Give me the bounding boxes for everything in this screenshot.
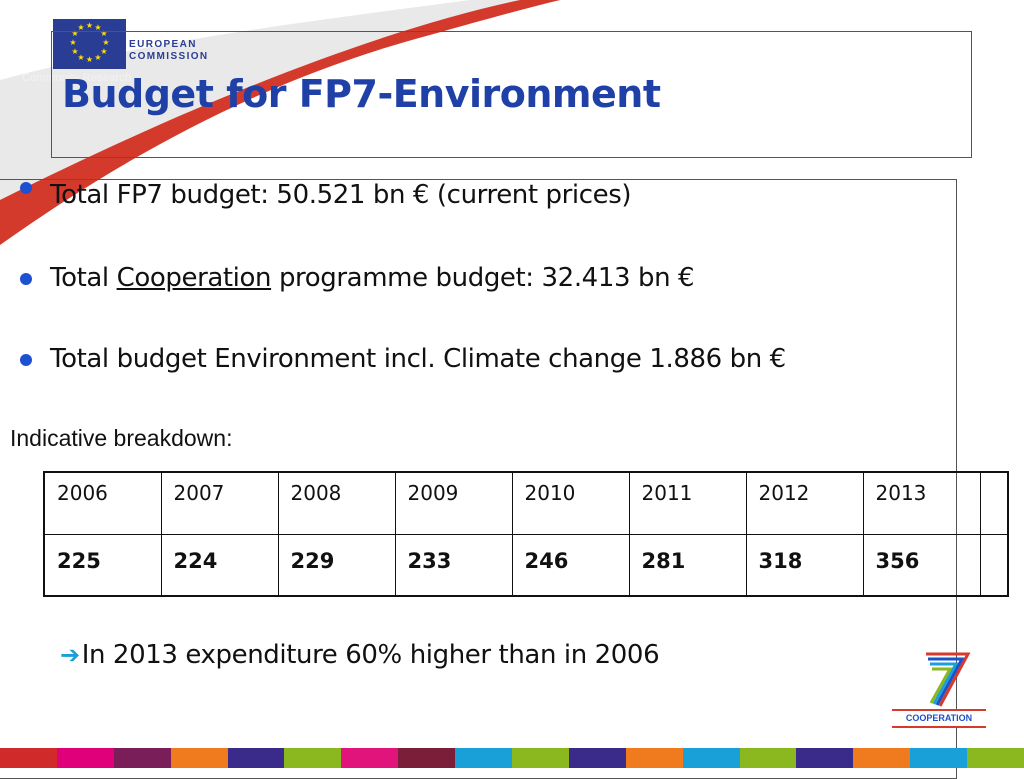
table-cell-year: 2008 (277, 471, 396, 535)
color-strip-segment (739, 748, 797, 768)
color-strip-segment (625, 748, 683, 768)
color-strip-segment (796, 748, 854, 768)
header-swoosh (0, 0, 560, 245)
community-research-label: Community Research (22, 72, 132, 84)
table-row-values: 225 224 229 233 246 281 318 356 (43, 533, 1009, 597)
table-cell-empty (979, 533, 1009, 597)
table-cell-year: 2012 (745, 471, 864, 535)
svg-text:★: ★ (71, 29, 78, 38)
bullet-text: Total budget Environment incl. Climate c… (50, 344, 786, 374)
color-strip-segment (512, 748, 569, 768)
right-arrow-icon: ➔ (60, 641, 80, 669)
color-strip-segment (910, 748, 968, 768)
ec-logo-line1: EUROPEAN (129, 39, 197, 50)
bullet-text: Total FP7 budget: 50.521 bn € (current p… (50, 180, 632, 210)
bullet-text-suffix: programme budget: 32.413 bn € (271, 263, 695, 293)
fp7-cooperation-label: COOPERATION (892, 709, 986, 728)
eu-flag-icon: ★ ★ ★ ★ ★ ★ ★ ★ ★ ★ ★ ★ (53, 19, 126, 69)
fp7-cooperation-logo: COOPERATION (890, 648, 988, 728)
svg-text:★: ★ (100, 29, 107, 38)
color-strip-segment (341, 748, 399, 768)
color-strip-segment (853, 748, 911, 768)
table-row-years: 2006 2007 2008 2009 2010 2011 2012 2013 (43, 471, 1009, 535)
color-strip-segment (56, 748, 114, 768)
conclusion-line: ➔In 2013 expenditure 60% higher than in … (60, 640, 660, 670)
bullet-text-prefix: Total (50, 263, 117, 293)
table-cell-value: 229 (277, 533, 396, 597)
table-cell-value: 356 (862, 533, 981, 597)
ec-logo-line2: COMMISSION (129, 51, 209, 62)
svg-text:★: ★ (77, 23, 84, 32)
european-commission-logo: ★ ★ ★ ★ ★ ★ ★ ★ ★ ★ ★ ★ EUROPEAN COMMISSION (53, 19, 208, 73)
table-cell-value: 246 (511, 533, 630, 597)
table-cell-year: 2009 (394, 471, 513, 535)
bullet-icon (20, 182, 32, 194)
table-cell-year: 2011 (628, 471, 747, 535)
table-cell-value: 281 (628, 533, 747, 597)
color-strip-segment (455, 748, 513, 768)
svg-text:★: ★ (86, 21, 93, 30)
color-strip-segment (170, 748, 228, 768)
bullet-text: Total Cooperation programme budget: 32.4… (50, 263, 695, 293)
svg-text:★: ★ (71, 47, 78, 56)
color-strip-segment (227, 748, 285, 768)
ec-logo-text: EUROPEAN COMMISSION (129, 39, 209, 63)
breakdown-label: Indicative breakdown: (10, 425, 233, 451)
table-cell-value: 318 (745, 533, 864, 597)
color-strip-segment (284, 748, 342, 768)
color-strip-segment (0, 748, 57, 768)
slide-title: Budget for FP7-Environment (62, 72, 661, 116)
color-strip-segment (967, 748, 1024, 768)
svg-text:★: ★ (77, 53, 84, 62)
table-cell-year: 2013 (862, 471, 981, 535)
cooperation-link[interactable]: Cooperation (116, 263, 272, 293)
fp7-seven-icon (926, 652, 971, 707)
bullet-icon (20, 273, 32, 285)
table-cell-value: 225 (43, 533, 162, 597)
table-cell-empty (979, 471, 1009, 535)
svg-text:★: ★ (102, 38, 109, 47)
svg-text:★: ★ (94, 23, 101, 32)
color-strip-segment (113, 748, 171, 768)
table-cell-year: 2010 (511, 471, 630, 535)
table-cell-value: 224 (160, 533, 279, 597)
color-strip-segment (568, 748, 626, 768)
table-cell-value: 233 (394, 533, 513, 597)
svg-text:★: ★ (94, 53, 101, 62)
footer-color-strip (0, 748, 1024, 768)
bullet-icon (20, 354, 32, 366)
svg-text:★: ★ (100, 47, 107, 56)
breakdown-table: 2006 2007 2008 2009 2010 2011 2012 2013 … (43, 471, 1009, 597)
svg-text:★: ★ (86, 55, 93, 64)
color-strip-segment (682, 748, 740, 768)
color-strip-segment (398, 748, 456, 768)
table-cell-year: 2006 (43, 471, 162, 535)
conclusion-text: In 2013 expenditure 60% higher than in 2… (81, 640, 660, 670)
title-frame (51, 31, 972, 158)
table-cell-year: 2007 (160, 471, 279, 535)
svg-text:★: ★ (69, 38, 76, 47)
